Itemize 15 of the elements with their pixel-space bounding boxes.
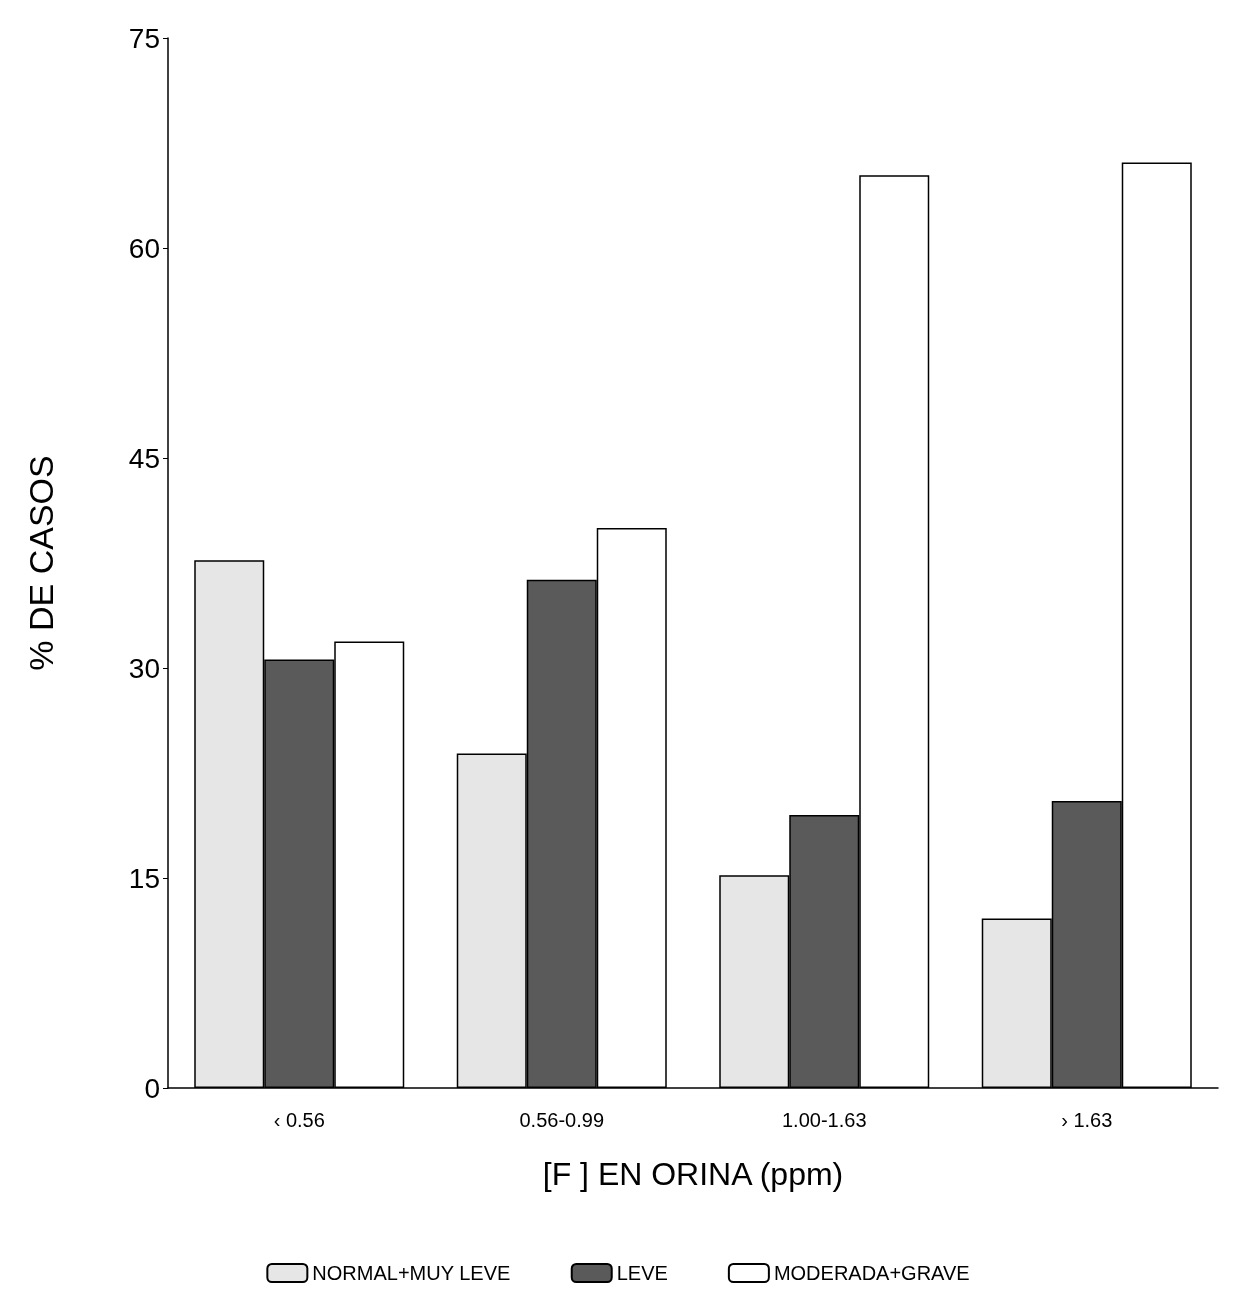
x-tick-label: 0.56-0.99	[519, 1109, 605, 1131]
y-tick-label: 60	[128, 232, 160, 264]
legend-label: NORMAL+MUY LEVE	[312, 1262, 511, 1284]
y-tick-label: 45	[128, 442, 160, 474]
legend-label: MODERADA+GRAVE	[773, 1262, 970, 1284]
y-tick-label: 15	[128, 862, 160, 894]
y-tick-label: 75	[128, 22, 160, 54]
y-tick-label: 30	[128, 652, 160, 684]
x-tick-label: 1.00-1.63	[781, 1109, 867, 1131]
x-tick-label: ‹ 0.56	[273, 1109, 325, 1131]
y-axis-title: % DE CASOS	[22, 455, 60, 671]
x-axis-title: [F ] EN ORINA (ppm)	[542, 1156, 844, 1192]
y-tick-label: 0	[144, 1072, 160, 1104]
legend-label: LEVE	[616, 1262, 668, 1284]
x-tick-label: › 1.63	[1061, 1109, 1113, 1131]
